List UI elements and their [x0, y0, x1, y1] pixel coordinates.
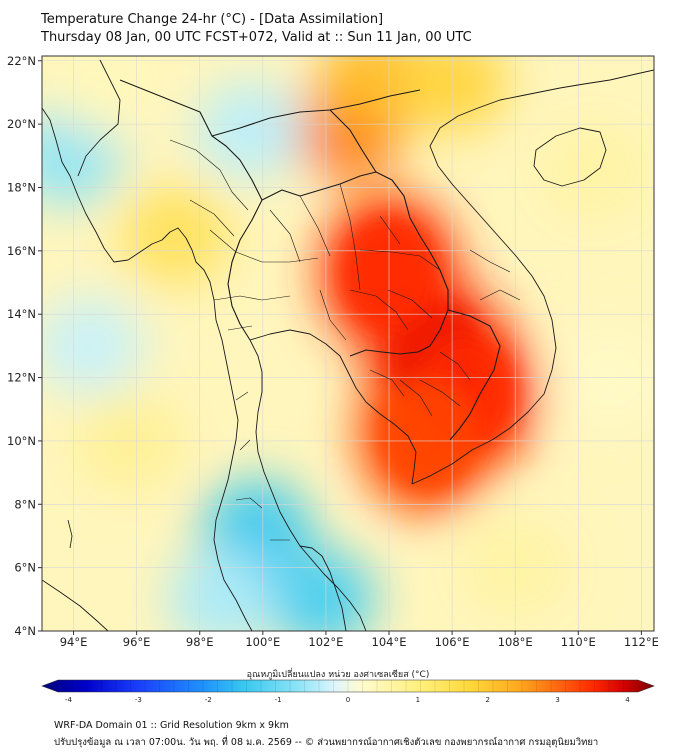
lon-label: 100°E [245, 635, 280, 649]
colorbar-tick-label: 0 [346, 696, 350, 704]
colorbar: -4 -3 -2 -1 0 1 2 3 4 [41, 679, 655, 704]
colorbar-tick-label: -4 [65, 696, 73, 704]
field-region-10 [42, 295, 145, 396]
china-border [119, 79, 421, 137]
colorbar-segments [72, 680, 624, 692]
hainan-island [533, 127, 607, 187]
colorbar-ticks: -4 -3 -2 -1 0 1 2 3 4 [65, 696, 630, 704]
lat-label: 8°N [14, 497, 36, 511]
myanmar-thailand-border [227, 199, 263, 341]
malay-east-coast [299, 545, 347, 631]
colorbar-label: อุณหภูมิเปลี่ยนแปลง หน่วย องศาเซลเซียส (… [246, 670, 430, 680]
map-title: Temperature Change 24-hr (°C) - [Data As… [41, 12, 384, 27]
field-blobs [42, 56, 654, 631]
thailand-cambodia-border [349, 345, 431, 357]
myanmar-west-coast [42, 107, 239, 501]
lon-label: 96°E [123, 635, 151, 649]
colorbar-tick-label: 4 [625, 696, 630, 704]
lat-label: 18°N [7, 180, 36, 194]
lat-label: 14°N [7, 307, 36, 321]
vietnam-coast [411, 69, 654, 485]
lon-label: 108°E [498, 635, 533, 649]
lon-label: 110°E [561, 635, 596, 649]
field-core-3 [378, 378, 475, 491]
lon-label: 112°E [624, 635, 659, 649]
coastlines-and-borders [42, 59, 654, 631]
colorbar-tick-label: 3 [555, 696, 559, 704]
longitude-labels: 94°E 96°E 98°E 100°E 102°E 104°E 106°E 108°E 110… [60, 631, 659, 649]
colorbar-tick-label: 2 [486, 696, 490, 704]
cambodia-vietnam-border [447, 309, 501, 441]
lon-label: 94°E [60, 635, 88, 649]
latitude-labels: 22°N 20°N 18°N 16°N 14°N 12°N 10°N 8°N 6°N 4°N [7, 54, 42, 638]
sumatra-coast [42, 579, 109, 631]
map-subtitle: Thursday 08 Jan, 00 UTC FCST+072, Valid … [41, 30, 472, 45]
field-region-15 [50, 56, 161, 137]
province-lines-1 [169, 139, 441, 341]
field-region-14 [195, 80, 306, 181]
lon-label: 102°E [308, 635, 343, 649]
andaman-coast [213, 499, 253, 631]
footer-credit: ปรับปรุงข้อมูล ณ เวลา 07:00น. วัน พฤ. ที… [54, 737, 599, 748]
andaman-islands [67, 519, 73, 549]
colorbar-tick-label: -2 [205, 696, 212, 704]
lon-label: 106°E [435, 635, 470, 649]
lat-label: 22°N [7, 54, 36, 68]
lat-label: 10°N [7, 434, 36, 448]
map-frame [41, 55, 655, 632]
field-region-7 [119, 184, 230, 285]
field-layer [42, 56, 654, 631]
colorbar-tick-label: 1 [416, 696, 420, 704]
field-region-12 [264, 549, 375, 631]
lat-label: 4°N [14, 624, 36, 638]
lon-label: 104°E [372, 635, 407, 649]
lat-label: 20°N [7, 117, 36, 131]
province-lines-2 [213, 249, 521, 541]
thailand-laos-border [261, 171, 449, 347]
field-region-16 [539, 121, 650, 222]
myanmar-india-border [77, 59, 121, 177]
lat-label: 16°N [7, 244, 36, 258]
lon-label: 98°E [186, 635, 214, 649]
gulf-of-thailand-coast [249, 339, 367, 631]
lat-label: 12°N [7, 371, 36, 385]
colorbar-tick-label: -1 [275, 696, 282, 704]
laos-vietnam-border [329, 109, 377, 173]
colorbar-bar [41, 679, 655, 693]
footer-domain-info: WRF-DA Domain 01 :: Grid Resolution 9km … [54, 720, 289, 731]
myanmar-laos-border [211, 135, 263, 201]
field-region-13 [166, 549, 277, 631]
colorbar-tick-label: -3 [135, 696, 142, 704]
bight-coast [249, 329, 417, 485]
lat-label: 6°N [14, 561, 36, 575]
